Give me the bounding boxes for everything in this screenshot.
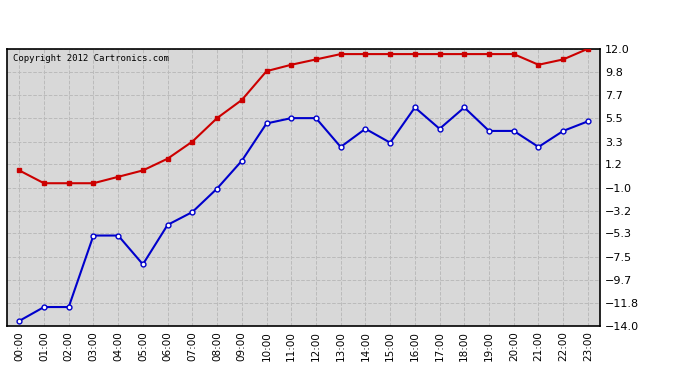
- Text: Outdoor Temperature (Red) vs THSW Index (Blue) per Hour (24 Hours) 20120120: Outdoor Temperature (Red) vs THSW Index …: [63, 16, 627, 29]
- Text: Copyright 2012 Cartronics.com: Copyright 2012 Cartronics.com: [13, 54, 169, 63]
